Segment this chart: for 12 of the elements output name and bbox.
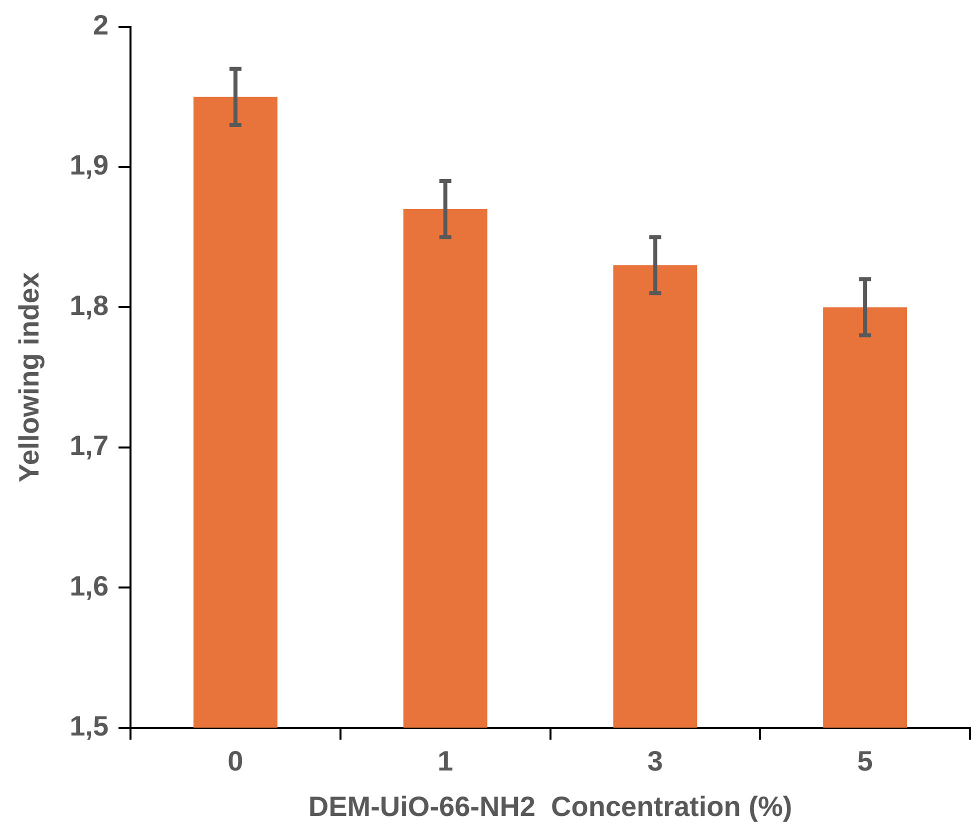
- x-tick-label: 5: [857, 745, 873, 776]
- y-tick-label: 1,5: [70, 710, 109, 742]
- y-tick-label: 1,7: [70, 430, 109, 462]
- y-tick-label: 2: [92, 10, 109, 41]
- y-tick-label: 1,9: [70, 150, 109, 181]
- x-tick-label: 3: [647, 745, 663, 776]
- x-tick-label: 1: [438, 745, 454, 776]
- x-axis-title: DEM-UiO-66-NH2 Concentration (%): [308, 790, 792, 822]
- y-tick-label: 1,6: [70, 570, 109, 602]
- y-tick-label: 1,8: [70, 290, 109, 321]
- x-tick-label: 0: [228, 745, 244, 776]
- y-axis-title: Yellowing index: [14, 272, 45, 482]
